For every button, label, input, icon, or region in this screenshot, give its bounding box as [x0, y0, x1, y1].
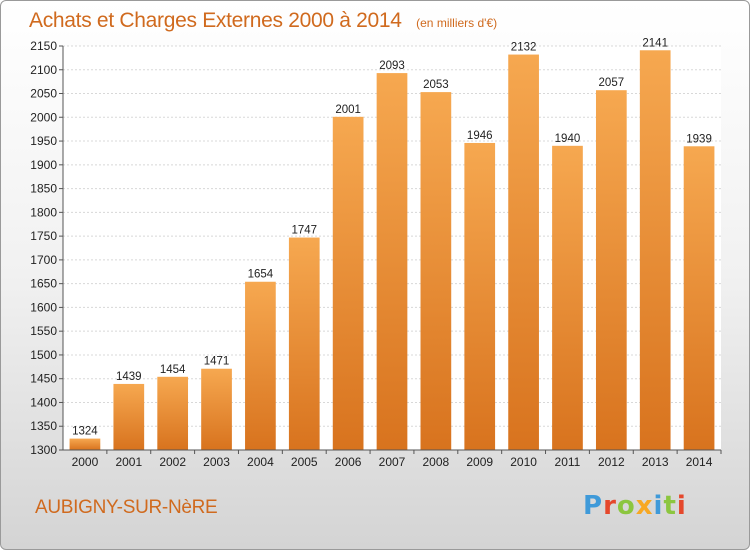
value-label-2011: 1940	[555, 133, 581, 145]
x-tick-label-2010: 2010	[510, 455, 537, 469]
value-label-2001: 1439	[116, 371, 142, 383]
bar-2008	[420, 92, 452, 451]
y-tick-label: 1850	[30, 182, 57, 196]
chart-title: Achats et Charges Externes 2000 à 2014	[29, 9, 402, 32]
y-tick-label: 1600	[30, 300, 57, 314]
bar-2007	[376, 73, 408, 450]
logo-letter: i	[676, 491, 687, 521]
y-tick-label: 1650	[30, 277, 57, 291]
logo-letter: o	[616, 491, 636, 521]
logo-letter: i	[653, 491, 664, 521]
value-label-2010: 2132	[511, 42, 537, 54]
value-label-2013: 2141	[642, 37, 668, 49]
value-label-2004: 1654	[248, 269, 274, 281]
logo-letter: r	[603, 491, 617, 521]
value-label-2007: 2093	[379, 60, 405, 72]
y-tick-label: 2150	[30, 39, 57, 53]
y-tick-label: 1400	[30, 395, 57, 409]
x-tick-label-2000: 2000	[72, 455, 99, 469]
bar-2004	[245, 281, 276, 450]
x-tick-label-2001: 2001	[115, 455, 142, 469]
x-tick-label-2004: 2004	[247, 455, 274, 469]
bar-2003	[201, 368, 232, 450]
y-tick-label: 1350	[30, 419, 57, 433]
logo-letter: P	[583, 491, 604, 521]
value-label-2008: 2053	[423, 79, 449, 91]
value-label-2012: 2057	[599, 77, 625, 89]
y-tick-label: 1750	[30, 229, 57, 243]
y-tick-label: 1950	[30, 134, 57, 148]
commune-name: AUBIGNY-SUR-NèRE	[35, 497, 218, 518]
bar-2009	[464, 142, 496, 450]
y-tick-label: 2100	[30, 63, 57, 77]
y-tick-label: 1900	[30, 158, 57, 172]
bar-2014	[683, 146, 715, 451]
y-tick-label: 1500	[30, 348, 57, 362]
value-label-2002: 1454	[160, 364, 186, 376]
value-label-2009: 1946	[467, 130, 493, 142]
x-tick-label-2014: 2014	[686, 455, 713, 469]
x-tick-label-2012: 2012	[598, 455, 625, 469]
x-tick-label-2005: 2005	[291, 455, 318, 469]
bar-2005	[288, 237, 320, 450]
bars: 1324 1439 1454 1471 1654 1747 2001 2093 2053 1946…	[69, 37, 715, 451]
value-label-2006: 2001	[335, 104, 361, 116]
x-axis: 2000 2001 2002 2003 2004 2005 2006 2007 2008 2009…	[63, 449, 722, 469]
y-tick-label: 1300	[30, 443, 57, 457]
value-label-2005: 1747	[291, 225, 317, 237]
y-axis: 1300 1350 1400 1450 1500 1550 1600 1650 1700 1750…	[30, 39, 64, 457]
chart-subtitle: (en milliers d'€)	[416, 16, 498, 30]
y-tick-label: 1450	[30, 372, 57, 386]
bar-2010	[508, 54, 539, 450]
x-tick-label-2003: 2003	[203, 455, 230, 469]
bar-2000	[69, 438, 101, 450]
logo-letter: t	[663, 491, 677, 521]
bar-2001	[113, 383, 145, 450]
value-label-2003: 1471	[204, 356, 230, 368]
bar-2011	[552, 145, 583, 450]
value-label-2000: 1324	[72, 426, 98, 438]
logo-letter: x	[635, 491, 654, 521]
y-tick-label: 1800	[30, 205, 57, 219]
y-tick-label: 2000	[30, 110, 57, 124]
bar-2012	[595, 90, 627, 450]
y-tick-label: 1700	[30, 253, 57, 267]
bar-2002	[157, 376, 189, 450]
bar-2006	[332, 116, 364, 451]
x-tick-label-2002: 2002	[159, 455, 186, 469]
x-tick-label-2009: 2009	[466, 455, 493, 469]
x-tick-label-2007: 2007	[379, 455, 406, 469]
x-tick-label-2006: 2006	[335, 455, 362, 469]
proxiti-logo: Proxiti	[583, 491, 687, 521]
bar-2013	[639, 50, 671, 450]
y-tick-label: 1550	[30, 324, 57, 338]
x-tick-label-2011: 2011	[555, 455, 581, 469]
y-tick-label: 2050	[30, 87, 57, 101]
value-label-2014: 1939	[686, 133, 712, 145]
x-tick-label-2008: 2008	[423, 455, 450, 469]
x-tick-label-2013: 2013	[642, 455, 669, 469]
title-row: Achats et Charges Externes 2000 à 2014 (…	[29, 9, 497, 33]
